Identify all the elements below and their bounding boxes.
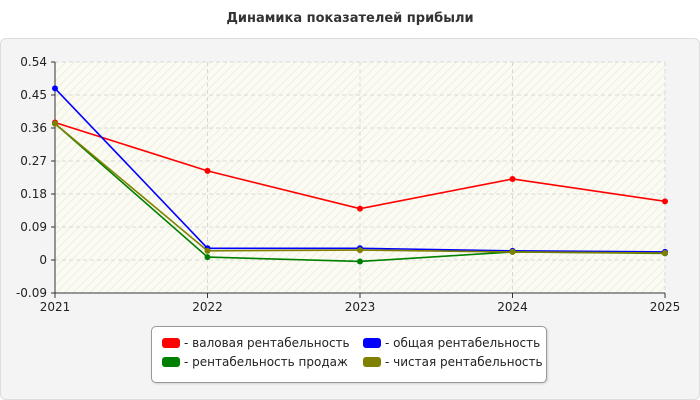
series-point-3	[357, 247, 363, 254]
series-point-2	[357, 258, 363, 265]
legend-swatch-sales-margin	[162, 357, 180, 367]
x-tick-label: 2021	[40, 300, 71, 314]
x-tick-label: 2024	[497, 300, 528, 314]
series-point-3	[52, 120, 58, 127]
legend-label-sales-margin: - рентабельность продаж	[184, 355, 348, 369]
series-point-3	[204, 247, 211, 254]
series-point-0	[357, 205, 363, 212]
legend-label-total-margin: - общая рентабельность	[385, 336, 541, 350]
y-tick-label: 0.54	[20, 55, 47, 69]
legend-series-name: валовая рентабельность	[192, 336, 350, 350]
y-tick-label: -0.09	[16, 286, 47, 300]
legend-swatch-gross-margin	[162, 338, 180, 348]
y-tick-label: 0.18	[20, 187, 47, 201]
x-tick-label: 2023	[345, 300, 376, 314]
legend-label-gross-margin: - валовая рентабельность	[184, 336, 350, 350]
series-point-2	[204, 254, 211, 261]
legend: - валовая рентабельность - общая рентабе…	[151, 326, 547, 383]
series-point-1	[52, 85, 58, 92]
y-tick-label: 0.45	[20, 88, 47, 102]
y-tick-label: 0.09	[20, 220, 47, 234]
series-point-0	[509, 175, 516, 182]
legend-item-gross-margin[interactable]: - валовая рентабельность	[162, 336, 350, 350]
legend-item-total-margin[interactable]: - общая рентабельность	[363, 336, 540, 350]
legend-swatch-net-margin	[363, 357, 381, 367]
legend-series-name: общая рентабельность	[393, 336, 541, 350]
legend-item-net-margin[interactable]: - чистая рентабельность	[363, 355, 543, 369]
y-tick-label: 0	[39, 253, 47, 267]
x-tick-label: 2025	[650, 300, 681, 314]
legend-item-sales-margin[interactable]: - рентабельность продаж	[162, 355, 348, 369]
legend-swatch-total-margin	[363, 338, 381, 348]
series-point-3	[509, 248, 516, 255]
series-point-0	[204, 167, 211, 174]
series-point-3	[662, 250, 668, 257]
series-point-0	[662, 198, 668, 205]
chart-title: Динамика показателей прибыли	[226, 11, 474, 26]
x-tick-label: 2022	[192, 300, 223, 314]
legend-label-net-margin: - чистая рентабельность	[385, 355, 543, 369]
legend-series-name: рентабельность продаж	[192, 355, 348, 369]
y-tick-label: 0.27	[20, 154, 47, 168]
y-tick-label: 0.36	[20, 121, 47, 135]
legend-series-name: чистая рентабельность	[393, 355, 543, 369]
